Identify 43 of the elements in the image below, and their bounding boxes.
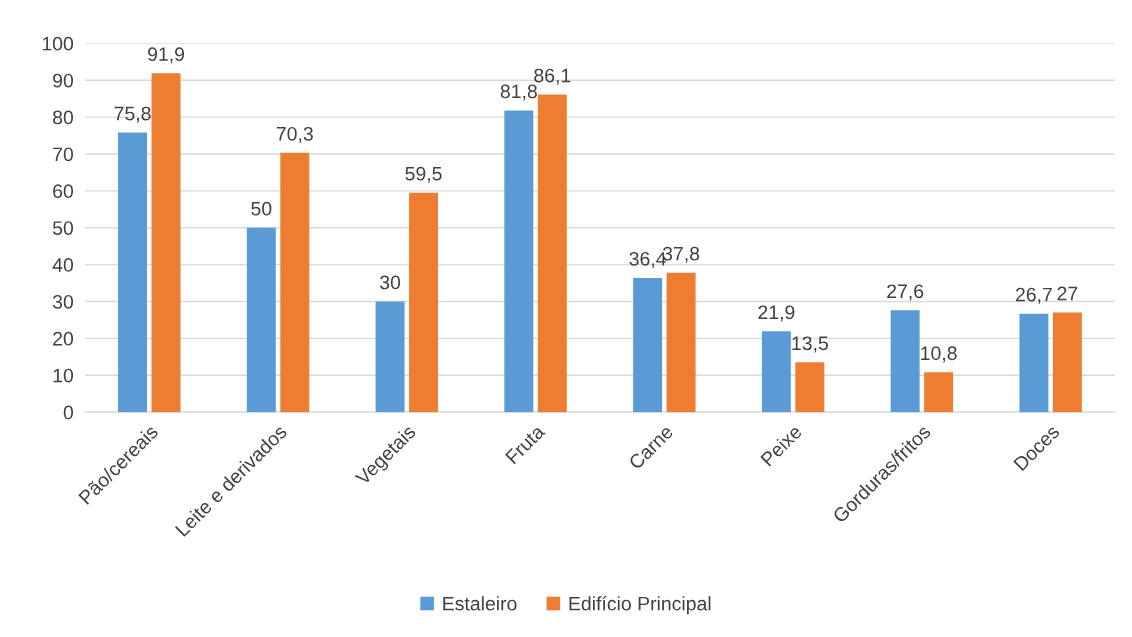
y-tick-label: 90	[53, 73, 74, 88]
bar	[890, 310, 920, 413]
y-tick-label: 10	[53, 368, 74, 383]
bar	[795, 362, 825, 413]
bar	[118, 132, 148, 413]
bar	[924, 372, 954, 413]
y-tick-label: 50	[52, 221, 74, 235]
data-label: 59,5	[405, 166, 442, 183]
bar	[504, 110, 534, 413]
y-tick-label: 20	[53, 331, 74, 346]
y-tick-label: 60	[53, 184, 74, 199]
data-label: 13,5	[792, 336, 828, 353]
bar	[246, 227, 276, 413]
bar	[633, 277, 663, 413]
legend-label: Estaleiro	[443, 596, 517, 611]
bar	[1052, 312, 1082, 413]
data-label: 81,8	[500, 84, 537, 101]
y-tick-label: 30	[52, 294, 74, 309]
data-label: 70,3	[276, 126, 313, 143]
bar	[761, 331, 791, 413]
bar	[280, 152, 310, 413]
bar	[151, 73, 181, 413]
y-tick-label: 100	[42, 36, 74, 51]
bar	[375, 301, 405, 413]
bar	[537, 94, 567, 413]
data-label: 50	[251, 201, 272, 216]
legend-label: Edifício Principal	[569, 595, 711, 615]
data-label: 26,7	[1015, 287, 1052, 304]
bar	[1019, 313, 1049, 413]
bar	[409, 192, 439, 413]
data-label: 10,8	[921, 346, 957, 363]
data-label: 27	[1057, 286, 1078, 301]
data-label: 86,1	[534, 68, 571, 85]
data-label: 27,6	[887, 284, 924, 301]
data-label: 75,8	[114, 106, 151, 123]
data-label: 30	[380, 275, 401, 290]
y-tick-label: 0	[63, 405, 74, 420]
y-tick-label: 40	[52, 258, 74, 272]
data-label: 21,9	[758, 305, 795, 322]
bar	[666, 272, 696, 413]
y-tick-label: 80	[53, 110, 74, 125]
y-tick-label: 70	[53, 147, 74, 162]
data-label: 91,9	[148, 47, 185, 64]
